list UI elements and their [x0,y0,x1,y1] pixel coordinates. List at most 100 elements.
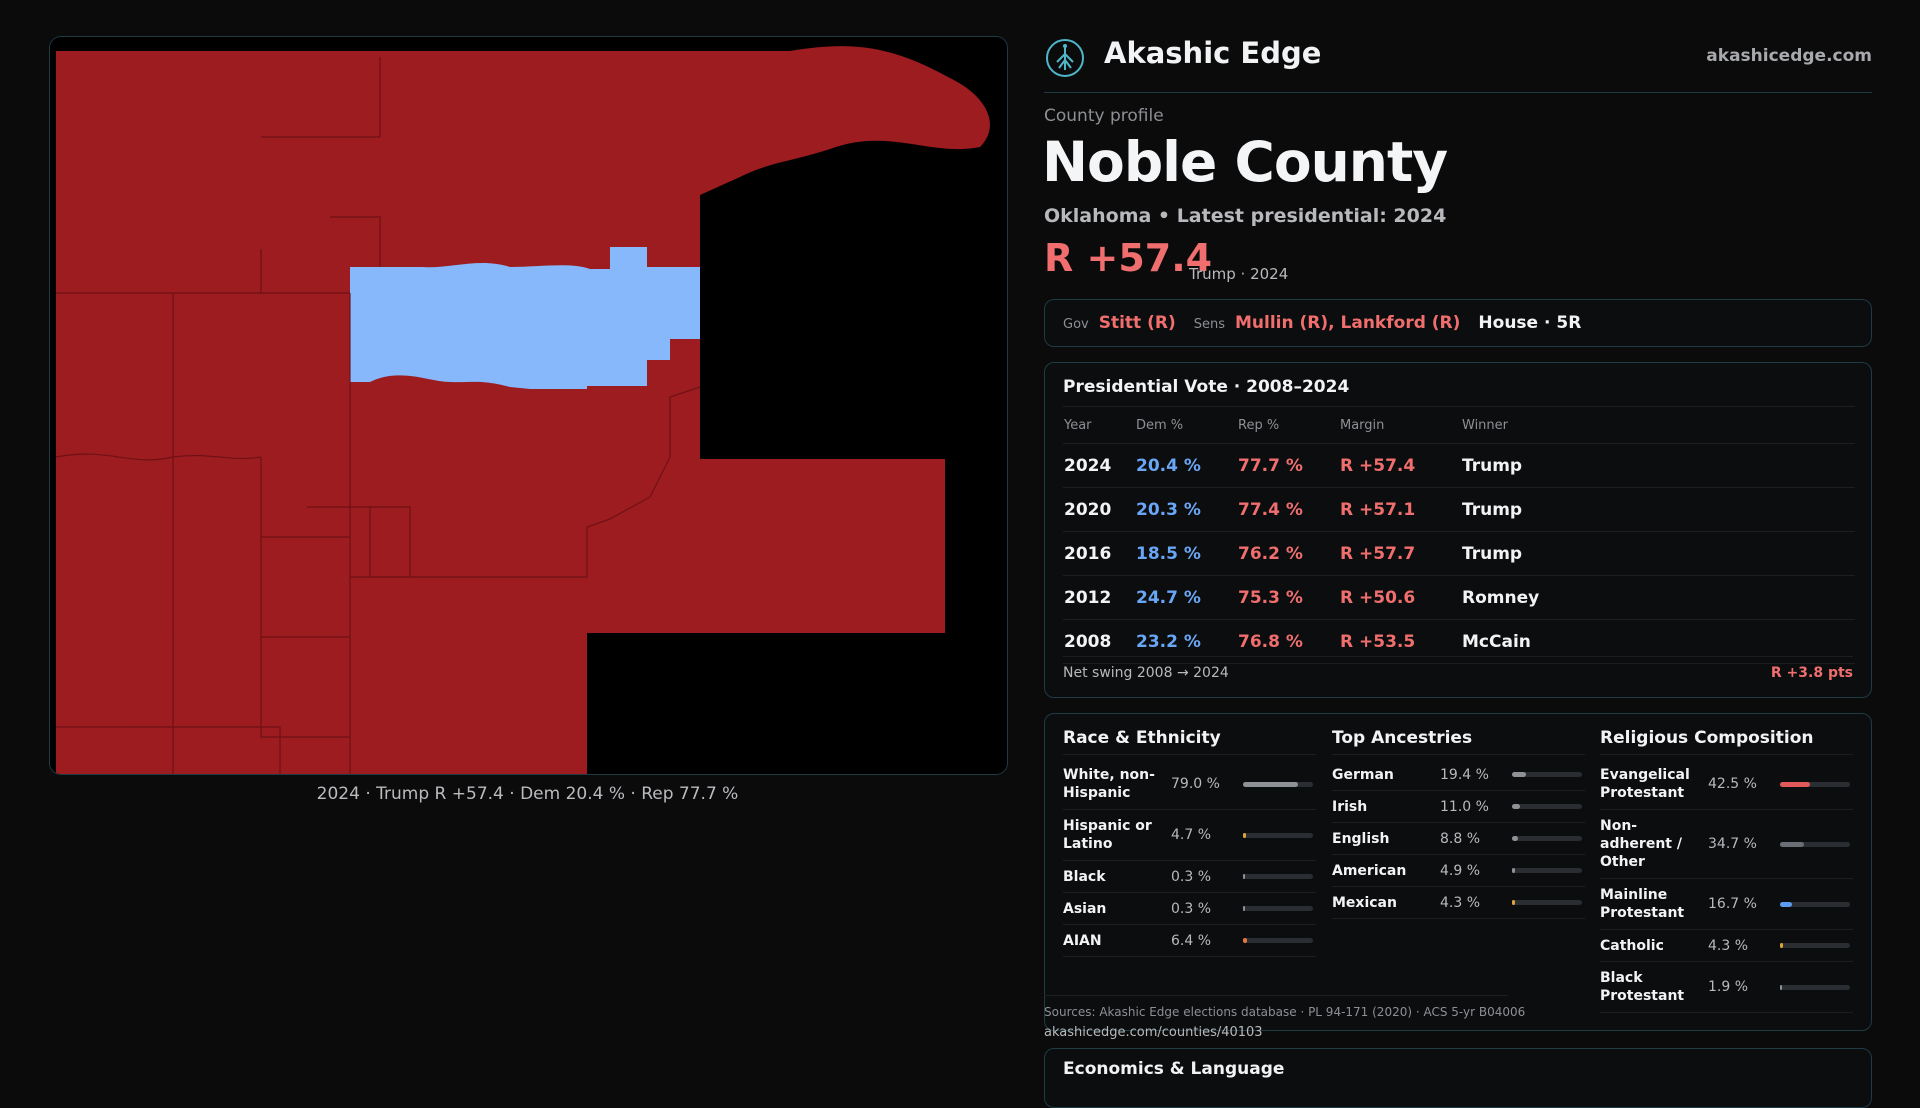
ancestries-section: Top Ancestries German 19.4 % Irish 11.0 % En… [1332,728,1585,919]
item-value: 4.7 % [1171,827,1212,843]
presidential-title: Presidential Vote · 2008–2024 [1063,377,1350,397]
item-value: 11.0 % [1440,798,1489,815]
item-bar [1243,874,1313,879]
item-bar [1243,832,1313,838]
demographics-card: Race & Ethnicity White, non-Hispanic 79.0… [1044,713,1872,1031]
year-cell: 2020 [1063,487,1135,532]
item-label: Asian [1063,900,1107,917]
latest-margin: R +57.4 [1044,236,1213,280]
rep-precincts [56,46,990,774]
religion-section: Religious Composition Evangelical Protes… [1600,728,1853,1013]
table-header-row: Year Dem % Rep % Margin Winner [1063,406,1855,444]
header-divider [1044,92,1872,93]
item-bar-fill [1780,984,1782,990]
margin-cell: R +50.6 [1339,575,1461,620]
item-label: Mainline Protestant [1600,887,1685,921]
rep-cell: 76.2 % [1237,531,1339,576]
sens-label: Sens [1193,317,1225,332]
sources-text: Sources: Akashic Edge elections database… [1044,1005,1526,1019]
latest-margin-note: Trump · 2024 [1189,265,1289,283]
item-label: Hispanic or Latino [1063,818,1152,852]
county-map[interactable] [49,36,1008,775]
rep-cell: 77.7 % [1237,443,1339,488]
item-bar-fill [1243,938,1248,943]
item-bar [1512,772,1582,777]
winner-cell: Trump [1461,443,1855,488]
ancestry-title: Top Ancestries [1332,728,1585,755]
col-header-year: Year [1063,406,1135,444]
col-header-winner: Winner [1461,406,1855,444]
item-label: Black Protestant [1600,970,1685,1004]
item-label: Black [1063,868,1106,885]
item-bar-fill [1780,781,1810,787]
rep-cell: 77.4 % [1237,487,1339,532]
item-bar-fill [1512,772,1526,777]
rep-cell: 75.3 % [1237,575,1339,620]
brand-url-link[interactable]: akashicedge.com [1706,46,1872,66]
col-header-margin: Margin [1339,406,1461,444]
officials-bar: Gov Stitt (R) Sens Mullin (R), Lankford … [1044,299,1872,347]
item-bar-fill [1512,804,1520,809]
economics-title: Economics & Language [1063,1059,1285,1079]
page-eyebrow: County profile [1044,106,1164,126]
item-bar-fill [1780,901,1792,907]
list-item: Black 0.3 % [1063,861,1316,893]
item-value: 0.3 % [1171,900,1212,917]
col-header-rep: Rep % [1237,406,1339,444]
item-label: Non-adherent / Other [1600,818,1682,870]
race-title: Race & Ethnicity [1063,728,1316,755]
dem-cell: 20.4 % [1135,443,1237,488]
item-bar-fill [1512,900,1515,905]
margin-cell: R +57.1 [1339,487,1461,532]
county-subtitle: Oklahoma • Latest presidential: 2024 [1044,205,1447,227]
year-cell: 2016 [1063,531,1135,576]
item-bar [1243,906,1313,911]
item-value: 4.3 % [1708,937,1749,954]
item-value: 19.4 % [1440,766,1489,783]
tree-logo-icon [1046,39,1084,77]
brand-name: Akashic Edge [1104,36,1322,70]
item-value: 8.8 % [1440,830,1481,847]
item-bar [1780,841,1850,847]
county-url-link[interactable]: akashicedge.com/counties/40103 [1044,1025,1263,1040]
year-cell: 2024 [1063,443,1135,488]
item-bar [1780,984,1850,990]
item-bar [1780,901,1850,907]
sources-divider [1044,995,1508,996]
item-label: Evangelical Protestant [1600,767,1690,801]
table-row: 2012 24.7 % 75.3 % R +50.6 Romney [1063,575,1855,620]
list-item: Asian 0.3 % [1063,893,1316,925]
list-item: Mexican 4.3 % [1332,887,1585,919]
margin-cell: R +57.7 [1339,531,1461,576]
item-bar [1512,868,1582,873]
house-delegation: House · 5R [1478,313,1582,333]
list-item: Catholic 4.3 % [1600,930,1853,962]
item-value: 4.3 % [1440,894,1481,911]
item-value: 16.7 % [1708,896,1757,912]
item-label: English [1332,830,1390,847]
item-value: 34.7 % [1708,836,1757,852]
item-value: 42.5 % [1708,776,1757,792]
list-item: Irish 11.0 % [1332,791,1585,823]
presidential-vote-card: Presidential Vote · 2008–2024 Year Dem %… [1044,362,1872,698]
item-bar-fill [1780,841,1805,847]
list-item: Hispanic or Latino 4.7 % [1063,810,1316,861]
margin-cell: R +57.4 [1339,443,1461,488]
winner-cell: Romney [1461,575,1855,620]
item-bar-fill [1243,832,1247,838]
col-header-dem: Dem % [1135,406,1237,444]
winner-cell: Trump [1461,487,1855,532]
map-caption: 2024 · Trump R +57.4 · Dem 20.4 % · Rep … [316,784,739,804]
item-value: 0.3 % [1171,868,1212,885]
item-bar [1780,781,1850,787]
list-item: Non-adherent / Other 34.7 % [1600,810,1853,879]
governor-name: Stitt (R) [1098,313,1176,333]
list-item: English 8.8 % [1332,823,1585,855]
list-item: Mainline Protestant 16.7 % [1600,879,1853,930]
item-label: AIAN [1063,932,1102,949]
item-bar-fill [1243,781,1299,787]
table-row: 2020 20.3 % 77.4 % R +57.1 Trump [1063,487,1855,532]
item-bar [1512,836,1582,841]
year-cell: 2012 [1063,575,1135,620]
gov-label: Gov [1063,317,1089,332]
